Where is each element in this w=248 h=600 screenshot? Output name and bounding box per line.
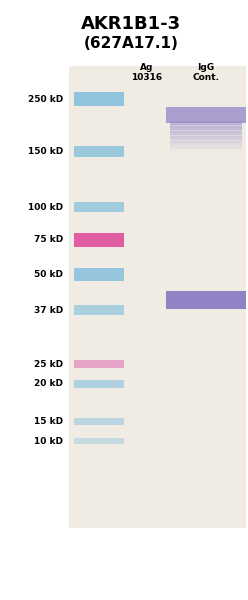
Bar	[170, 123, 242, 128]
Bar	[170, 140, 242, 145]
Text: AKR1B1-3: AKR1B1-3	[81, 15, 182, 33]
Bar	[170, 125, 242, 130]
Text: Ag
10316: Ag 10316	[131, 63, 162, 82]
Text: 250 kD: 250 kD	[28, 94, 63, 103]
Bar	[170, 138, 242, 143]
Text: IgG
Cont.: IgG Cont.	[192, 63, 219, 82]
Bar	[74, 438, 124, 444]
Bar	[74, 418, 124, 425]
Text: 37 kD: 37 kD	[34, 305, 63, 314]
Text: 20 kD: 20 kD	[34, 379, 63, 389]
Bar	[170, 121, 242, 125]
Bar	[74, 360, 124, 368]
Bar	[74, 380, 124, 388]
Text: (627A17.1): (627A17.1)	[84, 36, 179, 51]
Bar	[170, 133, 242, 138]
Text: 100 kD: 100 kD	[28, 202, 63, 211]
Bar	[170, 136, 242, 140]
Text: 15 kD: 15 kD	[34, 418, 63, 426]
Bar	[74, 202, 124, 212]
Bar	[170, 148, 242, 153]
Bar	[74, 268, 124, 281]
Bar	[74, 146, 124, 157]
Bar	[170, 131, 242, 136]
Bar	[170, 143, 242, 148]
Bar	[170, 146, 242, 151]
Text: 150 kD: 150 kD	[28, 146, 63, 155]
Bar	[69, 66, 246, 528]
Bar	[166, 107, 246, 123]
Text: 50 kD: 50 kD	[34, 269, 63, 278]
Bar	[74, 305, 124, 315]
Text: 25 kD: 25 kD	[34, 359, 63, 368]
Text: 75 kD: 75 kD	[34, 235, 63, 245]
Bar	[74, 92, 124, 106]
Text: 10 kD: 10 kD	[34, 437, 63, 445]
Bar	[166, 291, 246, 309]
Bar	[74, 233, 124, 247]
Bar	[170, 128, 242, 133]
